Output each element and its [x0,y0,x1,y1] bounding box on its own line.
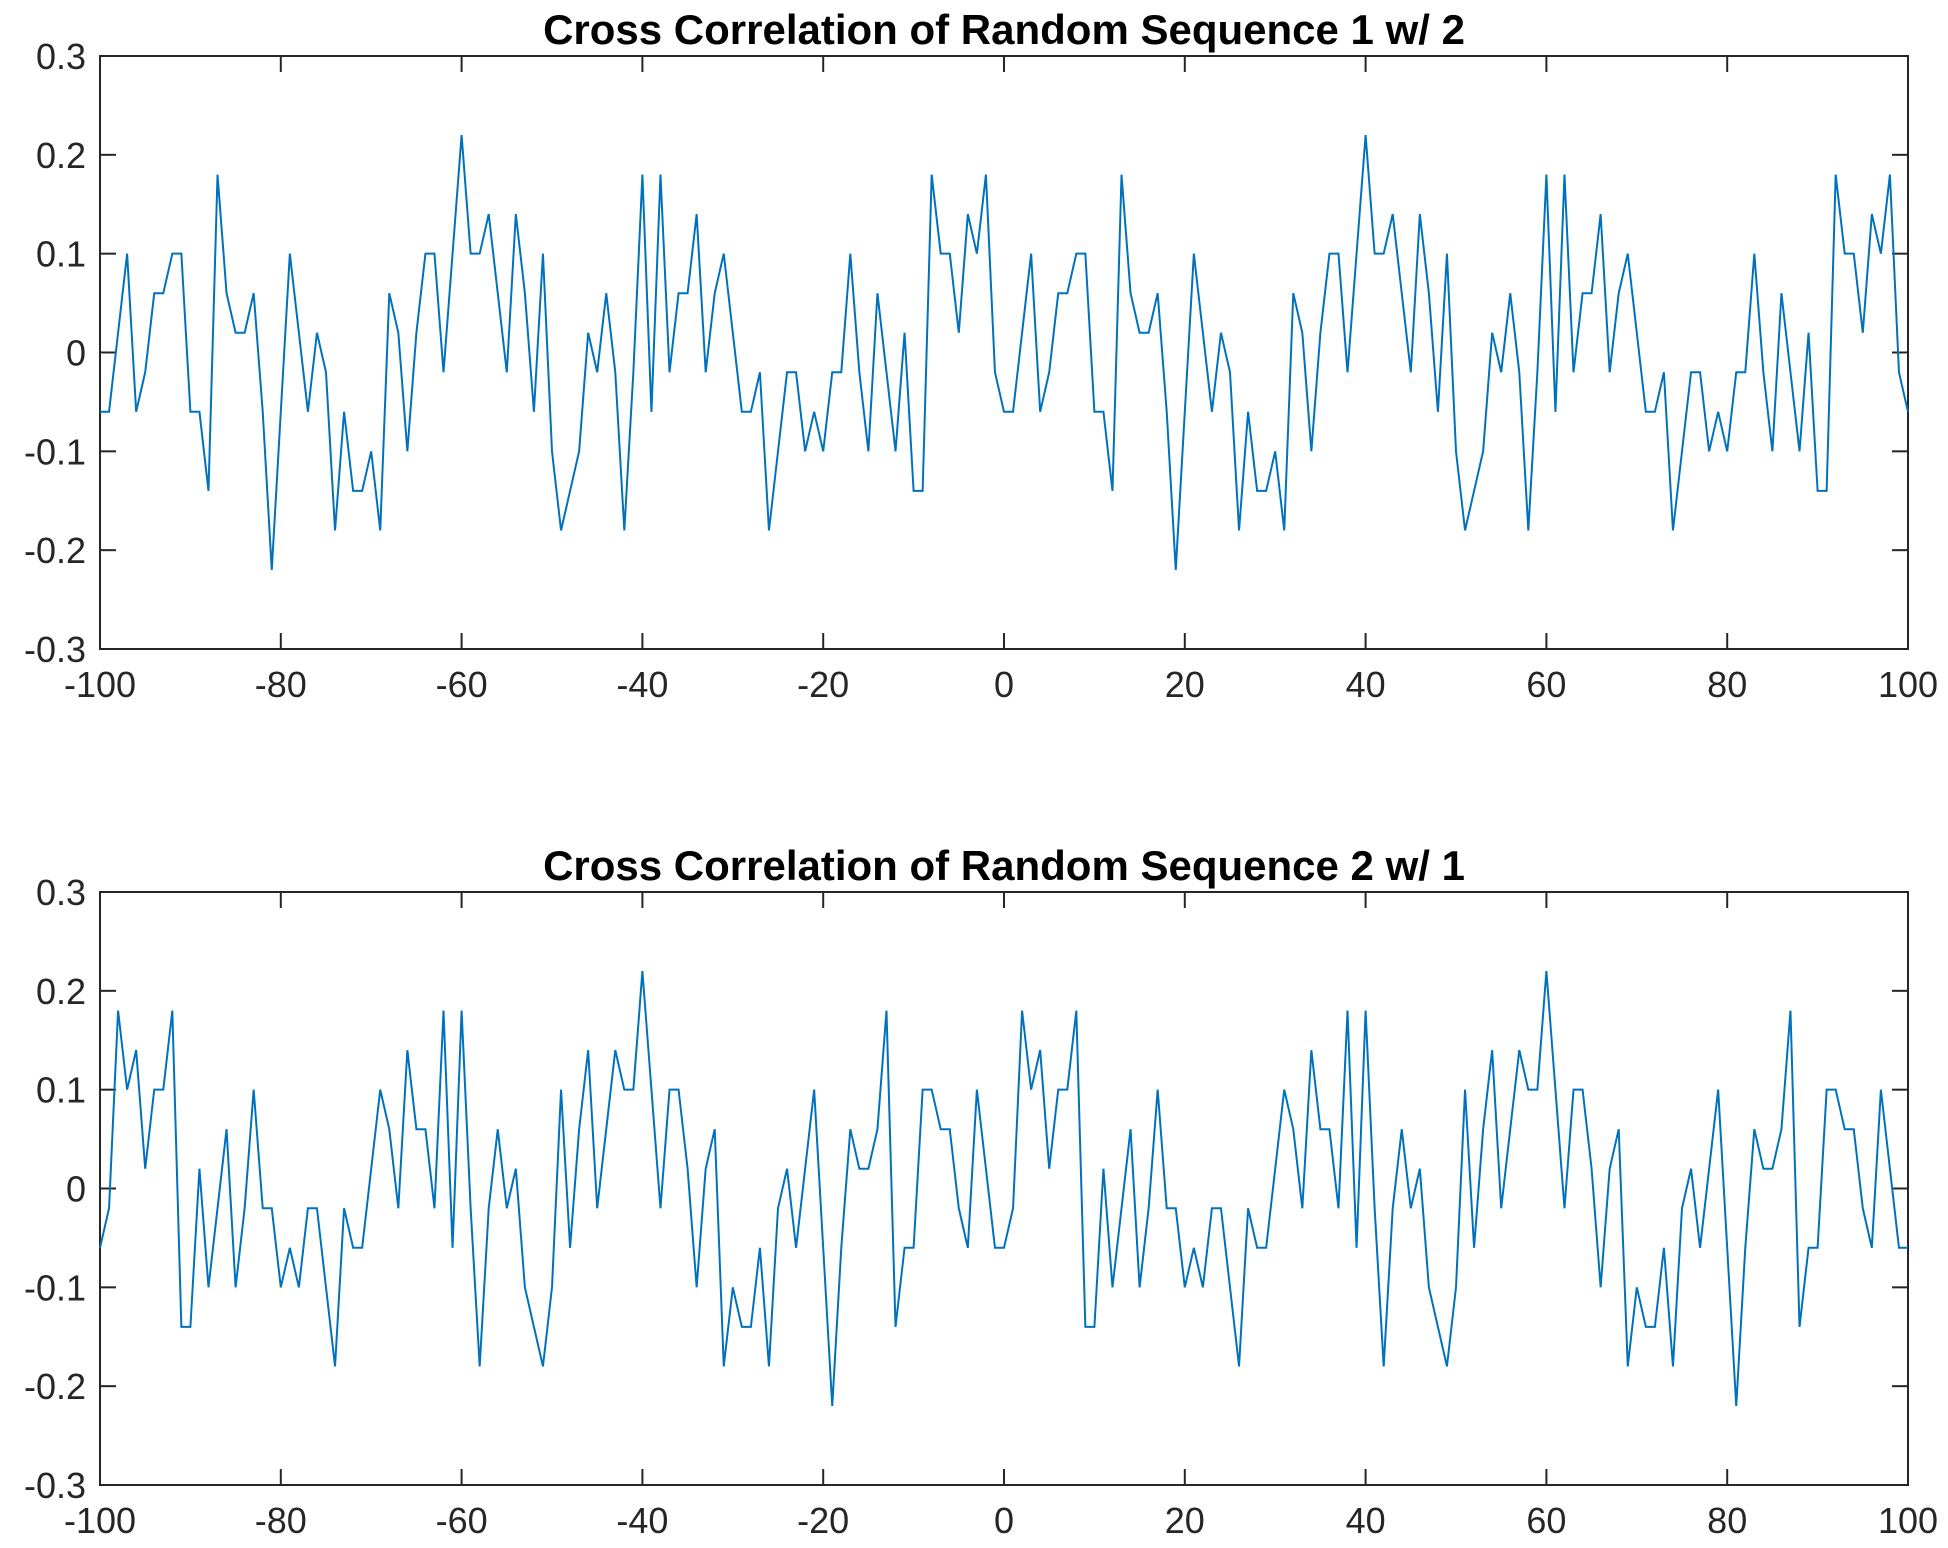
y-axis: -0.3 -0.2 -0.1 0 0.1 0.2 0.3 [24,36,1908,670]
x-tick-label: 20 [1165,664,1205,705]
x-tick-label: 0 [994,1500,1014,1541]
y-tick-label: 0.3 [36,36,86,77]
y-tick-label: -0.3 [24,629,86,670]
y-tick-label: 0.2 [36,135,86,176]
x-tick-label: -20 [797,664,849,705]
x-tick-label: 20 [1165,1500,1205,1541]
x-axis: -100 -80 -60 -40 -20 0 20 40 60 80 100 [64,56,1938,705]
x-tick-label: -60 [436,664,488,705]
x-tick-label: 0 [994,664,1014,705]
x-tick-label: 40 [1346,664,1386,705]
x-tick-label: -40 [616,1500,668,1541]
plot-area [99,891,1909,1486]
x-tick-label: 60 [1526,1500,1566,1541]
x-tick-label: -20 [797,1500,849,1541]
x-tick-label: 100 [1878,664,1938,705]
y-tick-label: 0.3 [36,872,86,913]
x-tick-label: -60 [436,1500,488,1541]
x-tick-label: 40 [1346,1500,1386,1541]
cross-correlation-chart-2: Cross Correlation of Random Sequence 2 w… [24,842,1938,1541]
y-tick-label: 0 [66,1169,86,1210]
x-tick-label: -100 [64,664,136,705]
x-tick-label: -40 [616,664,668,705]
x-tick-label: 60 [1526,664,1566,705]
y-tick-label: -0.1 [24,1267,86,1308]
y-tick-label: -0.3 [24,1465,86,1506]
y-tick-label: -0.1 [24,431,86,472]
x-tick-label: 80 [1707,1500,1747,1541]
x-tick-label: -100 [64,1500,136,1541]
y-axis: -0.3 -0.2 -0.1 0 0.1 0.2 0.3 [24,872,1908,1506]
y-tick-label: -0.2 [24,1366,86,1407]
y-tick-label: 0.1 [36,1070,86,1111]
series-line [99,970,1908,1406]
y-tick-label: 0 [66,333,86,374]
cross-correlation-chart-1: Cross Correlation of Random Sequence 1 w… [24,6,1938,705]
plot-area [99,55,1909,650]
x-tick-label: -80 [255,1500,307,1541]
x-tick-label: 100 [1878,1500,1938,1541]
y-tick-label: 0.1 [36,234,86,275]
y-tick-label: 0.2 [36,971,86,1012]
series-line [100,134,1909,570]
y-tick-label: -0.2 [24,530,86,571]
x-axis: -100 -80 -60 -40 -20 0 20 40 60 80 100 [64,892,1938,1541]
x-tick-label: -80 [255,664,307,705]
x-tick-label: 80 [1707,664,1747,705]
chart-title: Cross Correlation of Random Sequence 2 w… [543,842,1465,889]
chart-title: Cross Correlation of Random Sequence 1 w… [543,6,1465,53]
